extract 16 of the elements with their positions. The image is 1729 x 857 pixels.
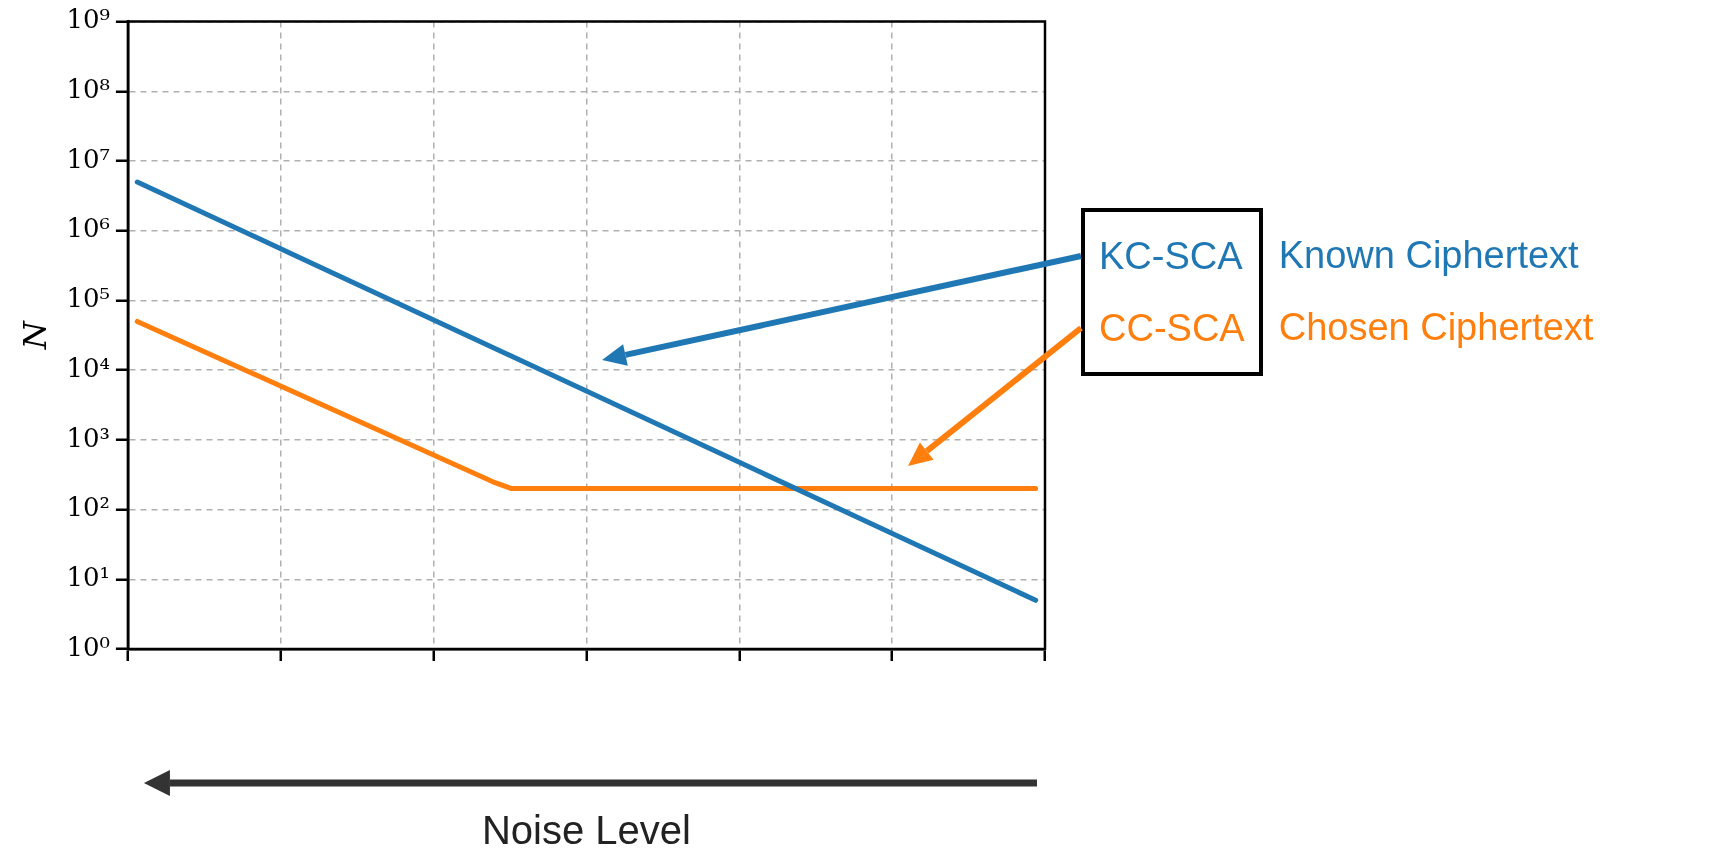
y-tick-label: 10⁵ xyxy=(66,283,110,314)
y-tick-label: 10³ xyxy=(66,422,110,453)
text: Chosen Ciphertext xyxy=(1278,306,1594,349)
y-tick-label: 10⁰ xyxy=(66,631,110,662)
text: Known Ciphertext xyxy=(1278,234,1579,277)
text: KC-SCA xyxy=(1099,233,1244,279)
x-axis-title: Noise Level xyxy=(481,808,691,853)
y-tick-label: 10⁴ xyxy=(66,352,110,383)
y-tick-label: 10⁹ xyxy=(66,4,110,35)
text: CC-SCA xyxy=(1099,305,1245,351)
y-tick-label: 10⁷ xyxy=(66,143,110,174)
y-tick-label: 10² xyxy=(66,492,110,523)
y-tick-label: 10¹ xyxy=(66,562,110,593)
y-tick-label: 10⁸ xyxy=(66,74,110,105)
y-tick-label: 10⁶ xyxy=(66,213,110,244)
y-axis-title: N xyxy=(15,320,54,351)
